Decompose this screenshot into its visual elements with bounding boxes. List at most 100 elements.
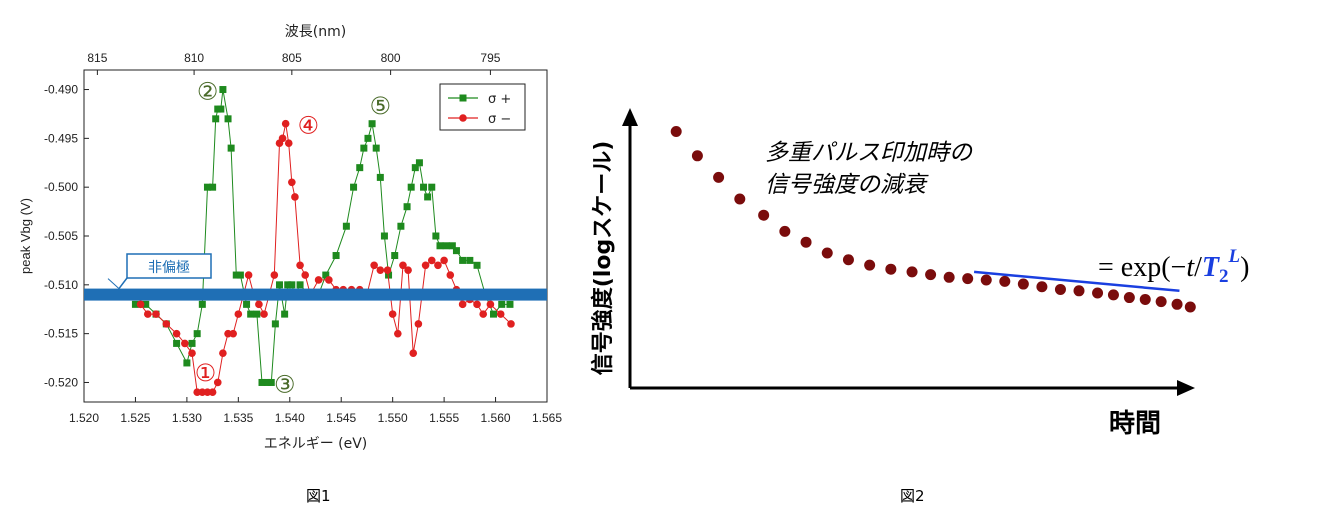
data-point	[232, 271, 240, 279]
x-tick-label: 1.560	[481, 411, 511, 425]
top-tick-label: 795	[480, 51, 500, 65]
y-tick-label: -0.515	[44, 327, 78, 341]
top-tick-label: 800	[381, 51, 401, 65]
data-point	[411, 164, 419, 172]
data-point	[466, 256, 474, 264]
data-point	[271, 320, 279, 328]
data-point	[325, 276, 333, 284]
data-point	[1171, 298, 1183, 310]
data-point	[198, 300, 206, 308]
y-tick-label: -0.495	[44, 131, 78, 145]
data-point	[448, 242, 456, 250]
x-axis-arrow	[1177, 380, 1195, 396]
data-point	[420, 183, 428, 191]
x-axis-label: 時間	[1109, 409, 1161, 439]
y-axis-label: peak Vbg (V)	[18, 198, 33, 274]
data-point	[217, 105, 225, 113]
data-point	[925, 269, 937, 281]
data-point	[414, 320, 423, 328]
data-point	[506, 300, 514, 308]
band-label: 非偏極	[148, 260, 190, 276]
data-point	[227, 144, 235, 152]
top-tick-label: 815	[87, 51, 107, 65]
data-point	[1155, 296, 1167, 308]
x-tick-label: 1.535	[223, 411, 253, 425]
y-tick-label: -0.490	[44, 83, 78, 97]
legend-box	[439, 83, 526, 131]
data-point	[1139, 293, 1151, 305]
data-point	[691, 150, 703, 162]
data-point	[209, 183, 217, 191]
x-tick-label: 1.540	[275, 411, 305, 425]
data-point	[136, 300, 145, 309]
data-point	[260, 310, 268, 318]
top-tick-label: 805	[282, 51, 302, 65]
peak-annotation: ④	[298, 112, 320, 140]
data-point	[219, 349, 227, 357]
data-point	[1036, 281, 1048, 293]
data-point	[143, 310, 152, 318]
data-point	[258, 378, 266, 386]
x-axis-label: エネルギー (eV)	[264, 436, 368, 452]
chart-figure-1: 1.520 1.525 1.530 1.535 1.540 1.545 1.550 1.555…	[18, 24, 562, 452]
data-point	[394, 329, 402, 338]
data-point	[1073, 285, 1085, 297]
formula-part: L	[1228, 246, 1241, 267]
data-point	[288, 281, 296, 289]
data-point	[296, 261, 304, 270]
data-point	[1123, 292, 1135, 304]
data-point	[350, 183, 358, 191]
data-point	[376, 173, 384, 181]
data-point	[734, 193, 746, 205]
data-point	[404, 266, 412, 274]
data-point	[1017, 278, 1029, 290]
data-point	[142, 300, 150, 308]
data-point	[473, 300, 481, 309]
data-point	[779, 225, 791, 237]
data-point	[152, 310, 160, 318]
band-callout-line	[107, 278, 120, 289]
data-point	[255, 300, 263, 309]
data-point	[1184, 301, 1196, 313]
legend-label: σ −	[488, 112, 511, 127]
data-point	[376, 266, 385, 274]
data-point	[275, 281, 283, 289]
peak-annotation: ①	[195, 359, 217, 387]
data-point	[507, 320, 515, 328]
data-point	[183, 359, 191, 367]
legend-marker	[459, 114, 467, 122]
data-point	[758, 209, 770, 221]
x-tick-label: 1.550	[378, 411, 408, 425]
x-tick-label: 1.545	[326, 411, 356, 425]
data-point	[219, 86, 227, 94]
data-point	[236, 271, 244, 279]
data-point	[446, 271, 455, 279]
data-point	[458, 300, 467, 309]
data-point	[131, 300, 139, 308]
data-point	[906, 266, 918, 278]
data-point	[288, 178, 296, 187]
data-point	[229, 329, 237, 338]
data-point	[368, 120, 376, 128]
y-tick-label: -0.520	[44, 375, 78, 389]
data-point	[424, 193, 432, 201]
data-point	[188, 339, 196, 347]
data-point	[360, 144, 368, 152]
data-point	[452, 247, 460, 255]
data-point	[212, 115, 220, 123]
data-point	[1054, 283, 1066, 295]
data-point	[432, 232, 440, 240]
data-point	[496, 310, 505, 318]
data-point	[440, 256, 448, 265]
data-point	[281, 119, 290, 128]
data-point	[434, 261, 442, 270]
data-point	[403, 203, 411, 211]
data-point	[281, 310, 289, 318]
peak-annotation: ③	[274, 370, 296, 398]
data-point	[181, 339, 189, 348]
y-axis-arrow	[622, 108, 638, 126]
data-point	[842, 254, 854, 266]
data-point	[213, 378, 222, 387]
data-point	[267, 378, 275, 386]
